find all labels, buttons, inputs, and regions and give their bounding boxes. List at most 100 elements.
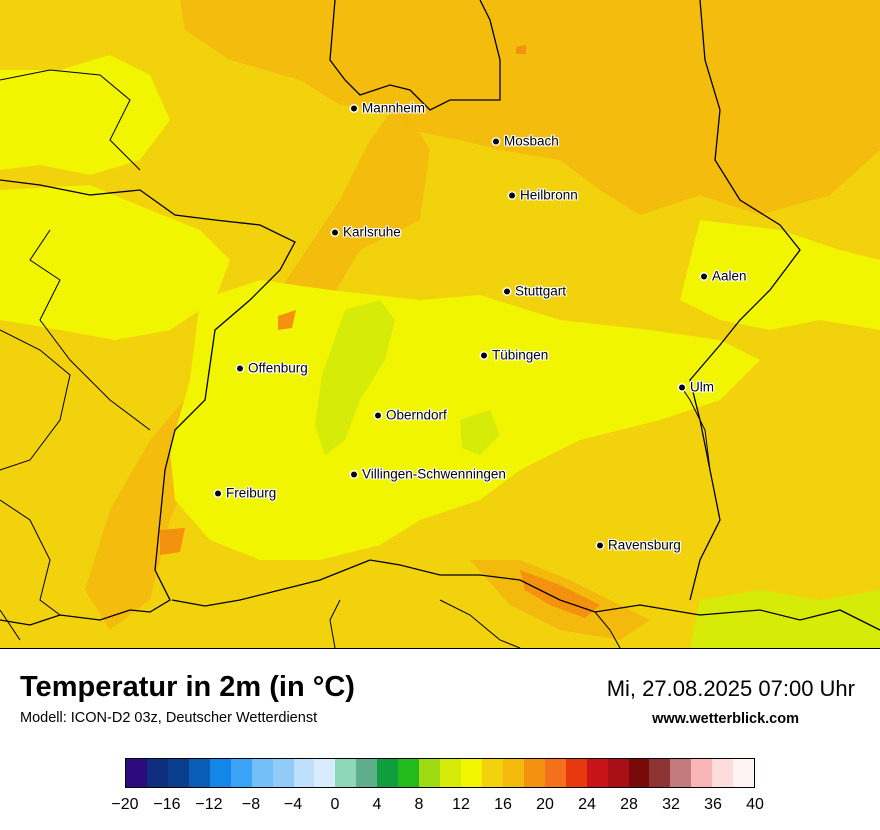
city-marker-villingen-schwenningen[interactable]: Villingen-Schwenningen [351, 467, 506, 482]
colorbar-cell [377, 759, 399, 787]
colorbar-tick-label: 40 [746, 796, 764, 813]
city-marker-freiburg[interactable]: Freiburg [215, 486, 276, 501]
colorbar-cell [272, 759, 294, 787]
city-dot [351, 105, 357, 111]
colorbar-cell [461, 759, 482, 787]
colorbar-cell [230, 759, 252, 787]
colorbar-cell [649, 759, 671, 787]
colorbar-cell [733, 759, 755, 787]
colorbar-tick-label: −8 [241, 796, 261, 813]
field-hot-bodensee [520, 570, 600, 618]
city-marker-oberndorf[interactable]: Oberndorf [375, 408, 447, 423]
city-marker-mannheim[interactable]: Mannheim [351, 101, 425, 116]
city-dot [215, 490, 221, 496]
field-cool-northwest [0, 55, 170, 175]
field-cold-blackforest [315, 300, 395, 455]
colorbar-cell [712, 759, 734, 787]
colorbar-tick-labels: −20 −16 −12 −8 −4 0 4 8 12 16 20 24 28 32 36 40 [111, 796, 763, 818]
colorbar-cell [607, 759, 629, 787]
border-line [689, 0, 801, 601]
city-marker-aalen[interactable]: Aalen [701, 269, 747, 284]
city-label: Freiburg [226, 485, 277, 501]
city-label: Offenburg [248, 360, 308, 376]
field-hot-north [516, 45, 526, 54]
city-marker-ravensburg[interactable]: Ravensburg [597, 538, 681, 553]
border-line [0, 609, 21, 641]
colorbar-cell [586, 759, 608, 787]
temperature-colorbar [125, 758, 755, 788]
temperature-field [0, 0, 880, 648]
colorbar-tick-label: 24 [578, 796, 596, 813]
colorbar-cell [502, 759, 524, 787]
field-cold-southeast [690, 590, 880, 648]
city-label: Ravensburg [608, 537, 681, 553]
colorbar-cell [523, 759, 545, 787]
city-label: Oberndorf [386, 407, 447, 423]
colorbar-tick-label: 20 [536, 796, 554, 813]
city-label: Aalen [712, 268, 747, 284]
border-line [439, 599, 521, 648]
map-title: Temperatur in 2m (in °C) [20, 671, 355, 703]
city-label: Stuttgart [515, 283, 567, 299]
colorbar-tick-label: −20 [111, 796, 139, 813]
colorbar-cell [440, 759, 461, 787]
border-line [679, 384, 711, 471]
field-cold-alb [460, 410, 500, 455]
city-marker-stuttgart[interactable]: Stuttgart [504, 284, 566, 299]
city-label: Mosbach [504, 133, 559, 149]
colorbar-cell [670, 759, 692, 787]
colorbar-cell [167, 759, 189, 787]
colorbar-cell [251, 759, 273, 787]
city-marker-karlsruhe[interactable]: Karlsruhe [332, 225, 401, 240]
border-line [0, 69, 141, 171]
city-dot [351, 471, 357, 477]
city-label: Karlsruhe [343, 224, 401, 240]
border-line [329, 0, 501, 111]
colorbar-cell [146, 759, 168, 787]
website-link[interactable]: www.wetterblick.com [652, 711, 799, 727]
colorbar-cell [356, 759, 378, 787]
field-hot-upperrhine [160, 528, 185, 555]
field-hot-kinzig [278, 310, 296, 330]
city-label: Tübingen [492, 347, 549, 363]
colorbar-tick-label: 36 [704, 796, 722, 813]
colorbar-cell [419, 759, 441, 787]
city-marker-mosbach[interactable]: Mosbach [493, 134, 559, 149]
city-marker-tuebingen[interactable]: Tübingen [481, 348, 548, 363]
colorbar-tick-label: 12 [452, 796, 470, 813]
colorbar-tick-label: −4 [283, 796, 303, 813]
city-marker-heilbronn[interactable]: Heilbronn [509, 188, 578, 203]
field-cool-east [680, 220, 880, 330]
colorbar-cell [398, 759, 420, 787]
city-dot [701, 273, 707, 279]
colorbar-cell [209, 759, 231, 787]
colorbar-cell [335, 759, 357, 787]
colorbar-tick-label: 4 [372, 796, 382, 813]
colorbar-cell [314, 759, 336, 787]
colorbar-cell [691, 759, 713, 787]
colorbar-tick-label: 0 [330, 796, 340, 813]
city-dot [481, 352, 487, 358]
colorbar-cell [628, 759, 650, 787]
city-marker-ulm[interactable]: Ulm [679, 380, 714, 395]
city-marker-offenburg[interactable]: Offenburg [237, 361, 308, 376]
forecast-datetime: Mi, 27.08.2025 07:00 Uhr [606, 676, 855, 701]
city-dot [679, 384, 685, 390]
city-dot [332, 229, 338, 235]
colorbar-cell [544, 759, 566, 787]
city-label: Ulm [690, 379, 714, 395]
border-line [0, 499, 61, 616]
colorbar-cell [126, 759, 147, 787]
field-cool-west [0, 185, 230, 340]
city-dot [597, 542, 603, 548]
colorbar-tick-label: 32 [662, 796, 680, 813]
city-dot [509, 192, 515, 198]
city-label: Heilbronn [520, 187, 578, 203]
border-line [29, 229, 151, 431]
border-line [0, 179, 296, 626]
colorbar-cell [565, 759, 587, 787]
model-info: Modell: ICON-D2 03z, Deutscher Wetterdie… [20, 710, 318, 726]
border-line [329, 599, 341, 648]
temperature-map[interactable]: Mannheim Mosbach Heilbronn Karlsruhe Aal… [0, 0, 880, 649]
colorbar-tick-label: −12 [195, 796, 223, 813]
